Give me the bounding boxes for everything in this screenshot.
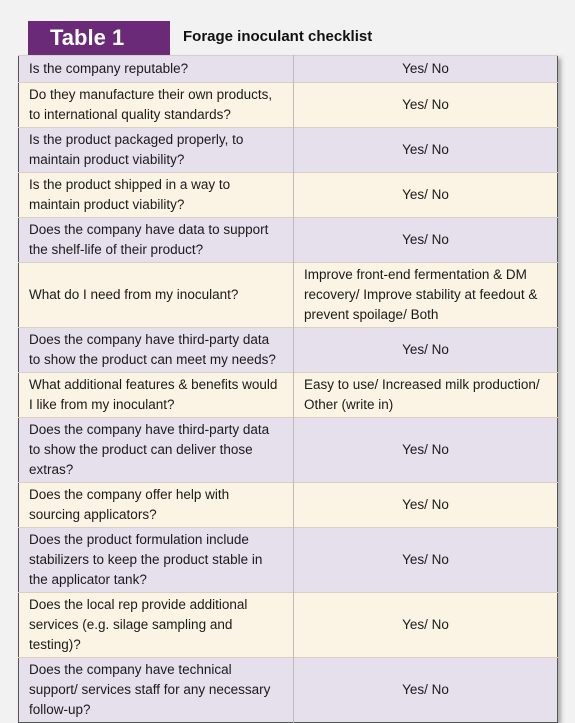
question-cell: Does the company have technical support/… xyxy=(18,657,294,723)
question-cell: What do I need from my inoculant? xyxy=(18,262,294,328)
table-row: Is the product shipped in a way to maint… xyxy=(18,172,558,218)
answer-cell: Yes/ No xyxy=(293,217,558,263)
answer-cell: Easy to use/ Increased milk production/ … xyxy=(293,372,558,418)
answer-cell: Yes/ No xyxy=(293,592,558,658)
page: Table 1 Forage inoculant checklist Is th… xyxy=(18,21,558,723)
answer-cell: Yes/ No xyxy=(293,327,558,373)
table-title: Forage inoculant checklist xyxy=(183,28,373,45)
question-cell: Does the company have third-party data t… xyxy=(18,327,294,373)
question-cell: Does the company have third-party data t… xyxy=(18,417,294,483)
answer-cell: Yes/ No xyxy=(293,55,558,83)
answer-cell: Yes/ No xyxy=(293,657,558,723)
question-cell: Is the product shipped in a way to maint… xyxy=(18,172,294,218)
table-row: Does the local rep provide additional se… xyxy=(18,592,558,658)
checklist-table: Is the company reputable? Yes/ No Do they … xyxy=(18,55,558,723)
table-row: Does the company have third-party data t… xyxy=(18,327,558,373)
answer-cell: Improve front-end fermentation & DM reco… xyxy=(293,262,558,328)
question-cell: Does the company offer help with sourcin… xyxy=(18,482,294,528)
answer-cell: Yes/ No xyxy=(293,482,558,528)
table-row: Is the product packaged properly, to mai… xyxy=(18,127,558,173)
answer-cell: Yes/ No xyxy=(293,127,558,173)
answer-cell: Yes/ No xyxy=(293,417,558,483)
table-row: Does the product formulation include sta… xyxy=(18,527,558,593)
answer-cell: Yes/ No xyxy=(293,172,558,218)
question-cell: What additional features & benefits woul… xyxy=(18,372,294,418)
table-row: Is the company reputable? Yes/ No xyxy=(18,55,558,83)
table-row: Does the company offer help with sourcin… xyxy=(18,482,558,528)
table-row: What additional features & benefits woul… xyxy=(18,372,558,418)
question-cell: Does the local rep provide additional se… xyxy=(18,592,294,658)
question-cell: Does the product formulation include sta… xyxy=(18,527,294,593)
question-cell: Is the company reputable? xyxy=(18,55,294,83)
answer-cell: Yes/ No xyxy=(293,527,558,593)
table-row: Does the company have third-party data t… xyxy=(18,417,558,483)
table-row: Does the company have technical support/… xyxy=(18,657,558,723)
table-label: Table 1 xyxy=(28,21,170,55)
question-cell: Does the company have data to support th… xyxy=(18,217,294,263)
table-row: Do they manufacture their own products, … xyxy=(18,82,558,128)
question-cell: Is the product packaged properly, to mai… xyxy=(18,127,294,173)
question-cell: Do they manufacture their own products, … xyxy=(18,82,294,128)
answer-cell: Yes/ No xyxy=(293,82,558,128)
table-row: What do I need from my inoculant? Improve… xyxy=(18,262,558,328)
table-row: Does the company have data to support th… xyxy=(18,217,558,263)
